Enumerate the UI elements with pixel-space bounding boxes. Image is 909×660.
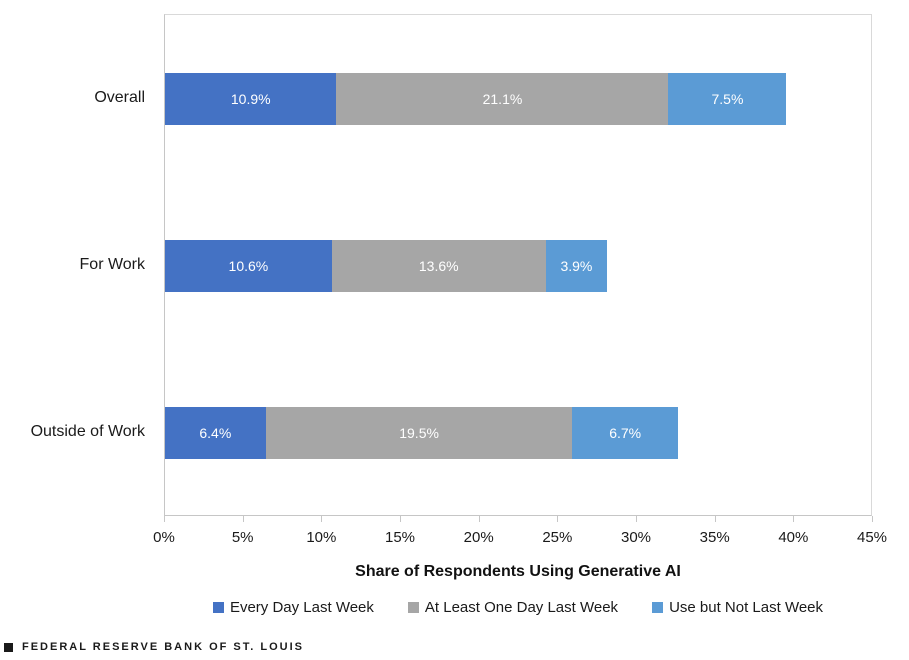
x-axis-tick-label: 5% — [231, 529, 254, 546]
x-axis-tick — [714, 516, 716, 522]
bar-segment: 6.4% — [165, 407, 266, 460]
x-axis-tick-label: 25% — [542, 529, 573, 546]
category-label: Overall — [94, 88, 145, 106]
bar-segment: 10.6% — [165, 240, 332, 292]
brand-square-icon — [4, 642, 13, 652]
legend: Every Day Last Week At Least One Day Last… — [150, 599, 886, 616]
x-axis-tick — [321, 516, 323, 522]
legend-swatch-icon — [407, 602, 419, 613]
x-axis-tick-label: 40% — [778, 529, 809, 546]
x-axis-tick-label: 35% — [699, 529, 730, 546]
footer-brand: FEDERAL RESERVE BANK OF ST. LOUIS — [4, 641, 304, 653]
x-axis-tick — [478, 516, 480, 522]
legend-swatch-icon — [212, 602, 224, 613]
bar-segment: 21.1% — [336, 72, 669, 125]
bar-segment: 19.5% — [265, 407, 573, 460]
x-axis-tick — [793, 516, 795, 522]
legend-item: Use but Not Last Week — [652, 599, 823, 616]
plot-area: 10.9% 21.1% 7.5% 10.6% 13.6% 3.9% 6.4% 19.5% 6.7… — [164, 14, 872, 516]
x-axis-tick-label: 10% — [306, 529, 337, 546]
bar-segment: 6.7% — [572, 407, 678, 460]
legend-label: At Least One Day Last Week — [424, 599, 619, 616]
x-axis-tick — [242, 516, 244, 522]
x-axis-tick-label: 0% — [153, 529, 175, 546]
bar-segment: 13.6% — [331, 240, 546, 292]
x-axis-tick-label: 30% — [620, 529, 652, 546]
x-axis-tick-label: 15% — [384, 529, 416, 546]
brand-text: FEDERAL RESERVE BANK OF ST. LOUIS — [22, 641, 304, 653]
category-label: For Work — [79, 256, 145, 273]
x-axis-tick — [164, 516, 165, 522]
legend-label: Use but Not Last Week — [669, 599, 824, 616]
bar-row-for-work: 10.6% 13.6% 3.9% — [165, 240, 608, 292]
bar-segment: 10.9% — [165, 72, 337, 125]
legend-label: Every Day Last Week — [229, 599, 374, 616]
x-axis-title: Share of Respondents Using Generative AI — [355, 563, 681, 580]
x-axis-tick-label: 20% — [463, 529, 494, 546]
x-axis-tick-label: 45% — [856, 529, 888, 546]
x-axis-tick — [557, 516, 559, 522]
legend-item: At Least One Day Last Week — [407, 599, 619, 616]
bar-segment: 7.5% — [668, 72, 787, 125]
bar-row-overall: 10.9% 21.1% 7.5% — [165, 72, 787, 125]
category-label: Outside of Work — [30, 423, 145, 441]
bar-row-outside-of-work: 6.4% 19.5% 6.7% — [165, 407, 678, 460]
bar-segment: 3.9% — [545, 240, 608, 292]
legend-swatch-icon — [652, 602, 664, 613]
x-axis-tick — [872, 516, 873, 522]
x-axis-tick — [400, 516, 401, 522]
x-axis-tick — [636, 516, 637, 522]
legend-item: Every Day Last Week — [212, 599, 374, 616]
